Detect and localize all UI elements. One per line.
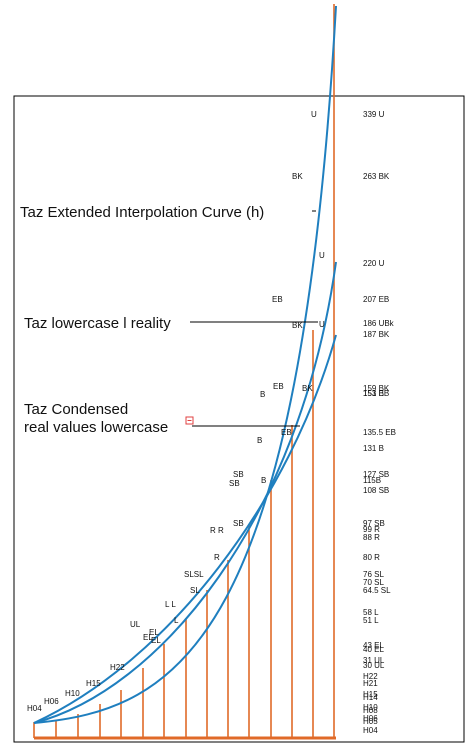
scale-label: 220 U [363, 259, 385, 268]
scale-label: 31 UL [363, 656, 385, 665]
curve-label: B [257, 436, 262, 445]
interpolation-curves [33, 5, 337, 724]
scale-label: 159 BK [363, 384, 390, 393]
scale-label: 30 UL [363, 661, 385, 670]
curve-label: UL [130, 620, 141, 629]
scale-label: H10 [363, 703, 378, 712]
curve-label: L L [165, 600, 176, 609]
scale-label: 80 R [363, 553, 380, 562]
scale-label: 151 EB [363, 389, 389, 398]
curve-label: BK [302, 384, 313, 393]
scale-label: 127 SB [363, 470, 389, 479]
curve-label: EL [151, 636, 161, 645]
scale-label: 76 SL [363, 570, 384, 579]
curve-label: EB [281, 428, 292, 437]
condensed-curve [33, 334, 337, 724]
scale-label: 40 EL [363, 645, 384, 654]
annotation-condensed-1: Taz Condensed [24, 401, 128, 418]
curve-label: BK [292, 172, 303, 181]
curve-label: EB [273, 382, 284, 391]
extended-interpolation-curve [33, 5, 337, 724]
scale-label: 187 BK [363, 330, 390, 339]
scale-label: 43 EL [363, 641, 384, 650]
curve-label: H15 [86, 679, 101, 688]
curve-label: SLSL [184, 570, 204, 579]
scale-label: H14 [363, 693, 378, 702]
scale-label: 108 SB [363, 486, 389, 495]
weight-stems [33, 4, 335, 738]
curve-label: SB [233, 470, 244, 479]
scale-label: 186 UBk [363, 319, 395, 328]
diagram-frame [13, 95, 465, 743]
curve-label: R [214, 553, 220, 562]
curve-label: H06 [44, 697, 59, 706]
scale-label: 207 EB [363, 295, 389, 304]
curve-label: U [319, 320, 325, 329]
curve-label: U [311, 110, 317, 119]
scale-label: 339 U [363, 110, 385, 119]
curve-label: L [174, 616, 179, 625]
curve-label: R R [210, 526, 224, 535]
curve-label: U [319, 251, 325, 260]
lowercase-l-curve [33, 261, 337, 724]
scale-label: H06 [363, 714, 378, 723]
curve-label: BK [292, 321, 303, 330]
curve-label: H04 [27, 704, 42, 713]
scale-label: 115B [363, 476, 381, 485]
annotation-lowercase-l: Taz lowercase l reality [24, 315, 171, 332]
annotation-condensed-2: real values lowercase [24, 419, 168, 436]
curve-label: EB [272, 295, 283, 304]
curve-label: EL [149, 628, 159, 637]
curve-label: EL [143, 633, 153, 642]
curve-label: B [260, 390, 265, 399]
scale-label: 131 B [363, 444, 384, 453]
scale-label: 263 BK [363, 172, 390, 181]
scale-labels: 339 U 263 BK 220 U 207 EB 186 UBk 187 BK 159 B… [363, 110, 396, 735]
scale-label: 97 SB [363, 519, 385, 528]
scale-label: H22 [363, 672, 378, 681]
scale-label: H04 [363, 726, 378, 735]
curve-label: SB [233, 519, 244, 528]
scale-label: H15 [363, 690, 378, 699]
scale-label: H08 [363, 706, 378, 715]
scale-label: 70 SL [363, 578, 384, 587]
scale-label: 135.5 EB [363, 428, 396, 437]
curve-label: B [261, 476, 266, 485]
curve-label: SB [229, 479, 240, 488]
curve-label: SL [190, 586, 200, 595]
scale-label: H05 [363, 717, 378, 726]
scale-label: 51 L [363, 616, 379, 625]
curve-label: H22 [110, 663, 125, 672]
scale-label: 58 L [363, 608, 379, 617]
scale-label: 153 B [363, 389, 384, 398]
curve-label: H10 [65, 689, 80, 698]
scale-label: H21 [363, 679, 378, 688]
scale-label: 64.5 SL [363, 586, 391, 595]
scale-label: 88 R [363, 533, 380, 542]
scale-label: 99 R [363, 525, 380, 534]
annotation-extended: Taz Extended Interpolation Curve (h) [20, 204, 264, 221]
